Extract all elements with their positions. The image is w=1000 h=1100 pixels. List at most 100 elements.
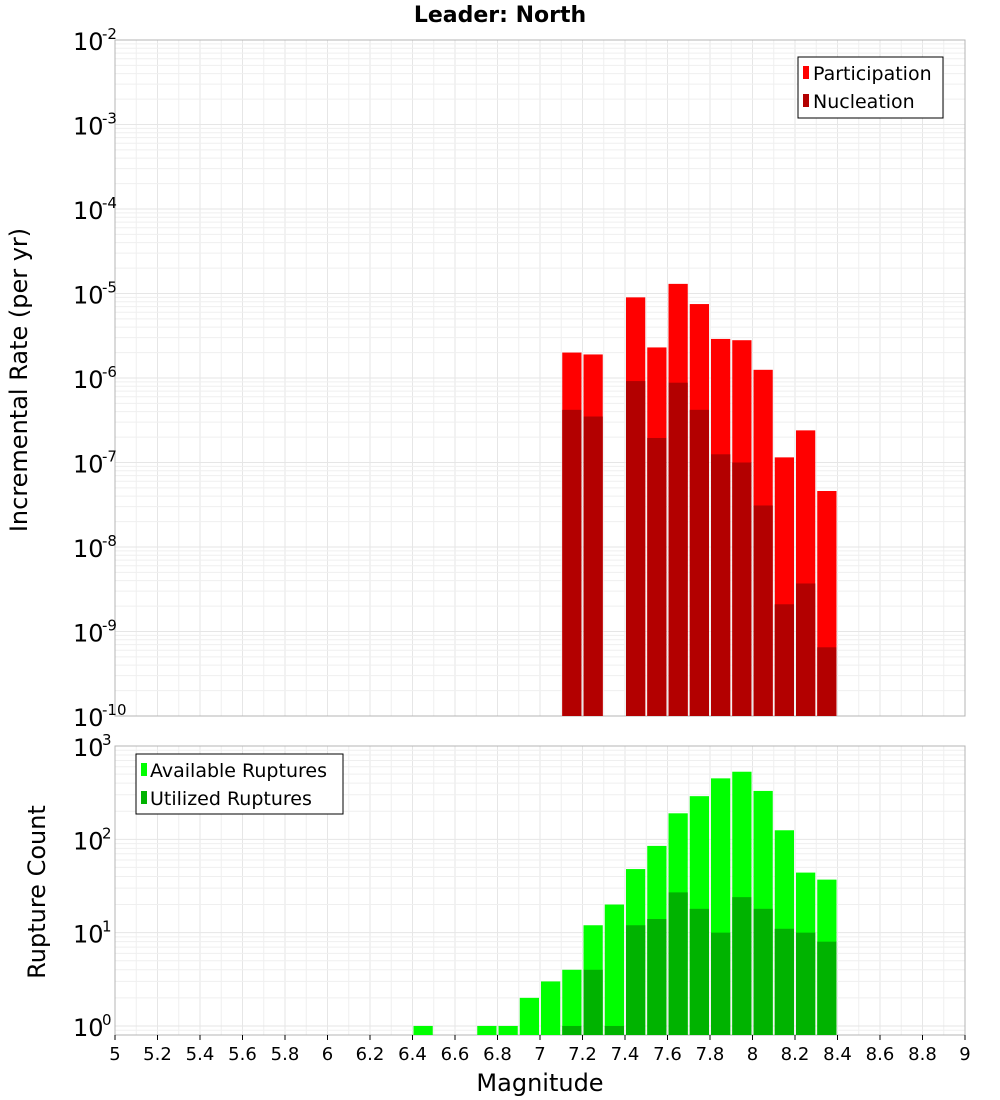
bottom-bar-available-ruptures	[498, 1025, 518, 1035]
top-y-tick-exponent: -8	[102, 532, 117, 550]
legend-swatch-utilized-ruptures	[141, 791, 147, 804]
x-tick-label: 5.4	[186, 1044, 215, 1065]
top-legend: Participation Nucleation	[797, 56, 944, 119]
chart-title: Leader: North	[414, 3, 586, 28]
top-y-tick-base: 10	[73, 704, 104, 732]
x-tick-label: 5.8	[271, 1044, 300, 1065]
bottom-bar-available-ruptures	[519, 997, 539, 1035]
top-y-tick-base: 10	[73, 451, 104, 479]
x-tick-label: 7.8	[696, 1044, 725, 1065]
bottom-y-axis-label: Rupture Count	[23, 805, 51, 979]
bottom-bar-utilized-ruptures	[796, 932, 816, 1035]
top-y-tick-exponent: -9	[102, 617, 117, 635]
bottom-y-tick-base: 10	[73, 1014, 104, 1042]
x-tick-label: 8.2	[781, 1044, 810, 1065]
bottom-bar-utilized-ruptures	[647, 919, 667, 1035]
legend-label-available-ruptures: Available Ruptures	[150, 760, 327, 782]
top-bar-nucleation	[647, 437, 667, 716]
bottom-y-tick-base: 10	[73, 734, 104, 762]
x-tick-label: 6.2	[356, 1044, 385, 1065]
top-y-axis-label: Incremental Rate (per yr)	[5, 228, 33, 532]
legend-swatch-nucleation	[803, 94, 809, 107]
x-tick-label: 5.2	[143, 1044, 172, 1065]
legend-label-nucleation: Nucleation	[813, 91, 915, 113]
top-y-tick-exponent: -5	[102, 279, 117, 297]
top-y-tick-base: 10	[73, 620, 104, 648]
top-bar-nucleation	[774, 604, 794, 716]
bottom-bar-available-ruptures	[562, 969, 582, 1035]
top-bar-nucleation	[583, 416, 603, 716]
bottom-y-tick-base: 10	[73, 827, 104, 855]
top-bar-nucleation	[562, 409, 582, 716]
bottom-y-tick-exponent: 1	[102, 918, 112, 936]
x-tick-label: 8	[747, 1044, 758, 1065]
bottom-bar-utilized-ruptures	[732, 897, 752, 1035]
top-y-tick-exponent: -3	[102, 110, 117, 128]
top-y-tick-exponent: -7	[102, 448, 117, 466]
top-y-tick-base: 10	[73, 282, 104, 310]
top-y-tick-base: 10	[73, 28, 104, 56]
x-tick-label: 7.6	[653, 1044, 682, 1065]
top-bar-nucleation	[689, 409, 709, 716]
top-bars	[562, 283, 837, 716]
x-tick-label: 6	[322, 1044, 333, 1065]
x-tick-label: 6.6	[441, 1044, 470, 1065]
top-y-tick-exponent: -2	[102, 25, 117, 43]
bottom-legend-frame	[135, 753, 344, 815]
bottom-bar-utilized-ruptures	[583, 969, 603, 1035]
top-y-tick-exponent: -6	[102, 363, 117, 381]
x-tick-label: 6.4	[398, 1044, 427, 1065]
bottom-bar-utilized-ruptures	[774, 928, 794, 1035]
bottom-bar-utilized-ruptures	[604, 1025, 624, 1035]
x-tick-label: 6.8	[483, 1044, 512, 1065]
bottom-bar-available-ruptures	[413, 1025, 433, 1035]
top-y-tick-base: 10	[73, 366, 104, 394]
top-bar-nucleation	[732, 462, 752, 716]
bottom-bar-utilized-ruptures	[689, 908, 709, 1035]
x-tick-label: 8.6	[866, 1044, 895, 1065]
top-y-tick-exponent: -4	[102, 194, 117, 212]
x-tick-label: 5	[109, 1044, 120, 1065]
bottom-bar-available-ruptures	[604, 904, 624, 1035]
top-bar-nucleation	[668, 382, 688, 716]
bottom-bars	[413, 771, 837, 1035]
bottom-bar-utilized-ruptures	[626, 925, 646, 1035]
bottom-bar-utilized-ruptures	[562, 1025, 582, 1035]
bottom-bar-utilized-ruptures	[711, 932, 731, 1035]
top-y-tick-base: 10	[73, 197, 104, 225]
bottom-bar-utilized-ruptures	[753, 908, 773, 1035]
bottom-bar-available-ruptures	[541, 981, 561, 1035]
legend-label-participation: Participation	[813, 63, 932, 85]
bottom-y-tick-exponent: 3	[102, 731, 112, 749]
bottom-bar-utilized-ruptures	[817, 941, 837, 1035]
bottom-y-tick-exponent: 2	[102, 824, 112, 842]
top-bar-nucleation	[711, 454, 731, 716]
x-tick-label: 9	[959, 1044, 970, 1065]
x-tick-label: 7.4	[611, 1044, 640, 1065]
x-tick-label: 8.8	[908, 1044, 937, 1065]
legend-swatch-participation	[803, 66, 809, 79]
legend-label-utilized-ruptures: Utilized Ruptures	[150, 788, 312, 810]
top-bar-nucleation	[753, 505, 773, 716]
top-grid	[114, 39, 966, 717]
bottom-bar-available-ruptures	[477, 1025, 497, 1035]
top-bar-nucleation	[796, 583, 816, 716]
x-tick-label: 7.2	[568, 1044, 597, 1065]
bottom-legend: Available Ruptures Utilized Ruptures	[135, 753, 344, 815]
top-bar-nucleation	[626, 381, 646, 716]
legend-swatch-available-ruptures	[141, 763, 147, 776]
bottom-grid	[114, 745, 966, 1036]
x-axis-label: Magnitude	[476, 1069, 603, 1097]
bottom-y-tick-exponent: 0	[102, 1011, 112, 1029]
top-y-tick-exponent: -10	[102, 701, 127, 719]
x-ticks: 5 5.2 5.4 5.6 5.8 6 6.2 6.4 6.6 6.8 7 7.2 7.4 7.6 7.8 8…	[109, 1035, 971, 1065]
x-tick-label: 8.4	[823, 1044, 852, 1065]
top-y-tick-base: 10	[73, 535, 104, 563]
x-tick-label: 5.6	[228, 1044, 257, 1065]
